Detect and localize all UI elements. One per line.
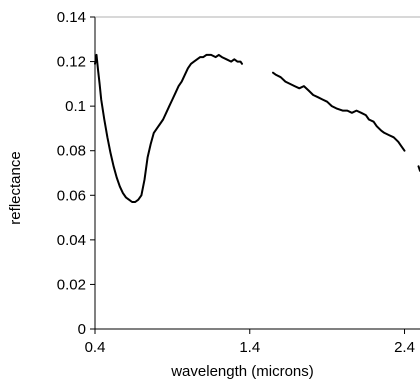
y-tick-label: 0.08 [57,143,86,160]
y-axis-title: reflectance [7,151,24,224]
x-ticks: 0.4 1.4 2.4 [85,329,415,356]
y-tick-label: 0.12 [57,54,86,71]
x-tick-label: 2.4 [394,339,415,356]
y-ticks: 0 0.02 0.04 0.06 0.08 0.1 0.12 0.14 [57,9,95,338]
series-group [94,53,420,203]
y-tick-label: 0.1 [65,98,86,115]
x-axis-title: wavelength (microns) [170,363,314,380]
y-tick-label: 0.02 [57,276,86,293]
series-line-segment [272,71,406,152]
x-tick-label: 0.4 [85,339,106,356]
axes [94,16,420,330]
series-line-segment [94,53,243,203]
y-tick-label: 0.06 [57,187,86,204]
y-tick-label: 0.04 [57,232,86,249]
y-tick-label: 0 [78,321,86,338]
y-tick-label: 0.14 [57,9,86,26]
x-tick-label: 1.4 [239,339,260,356]
